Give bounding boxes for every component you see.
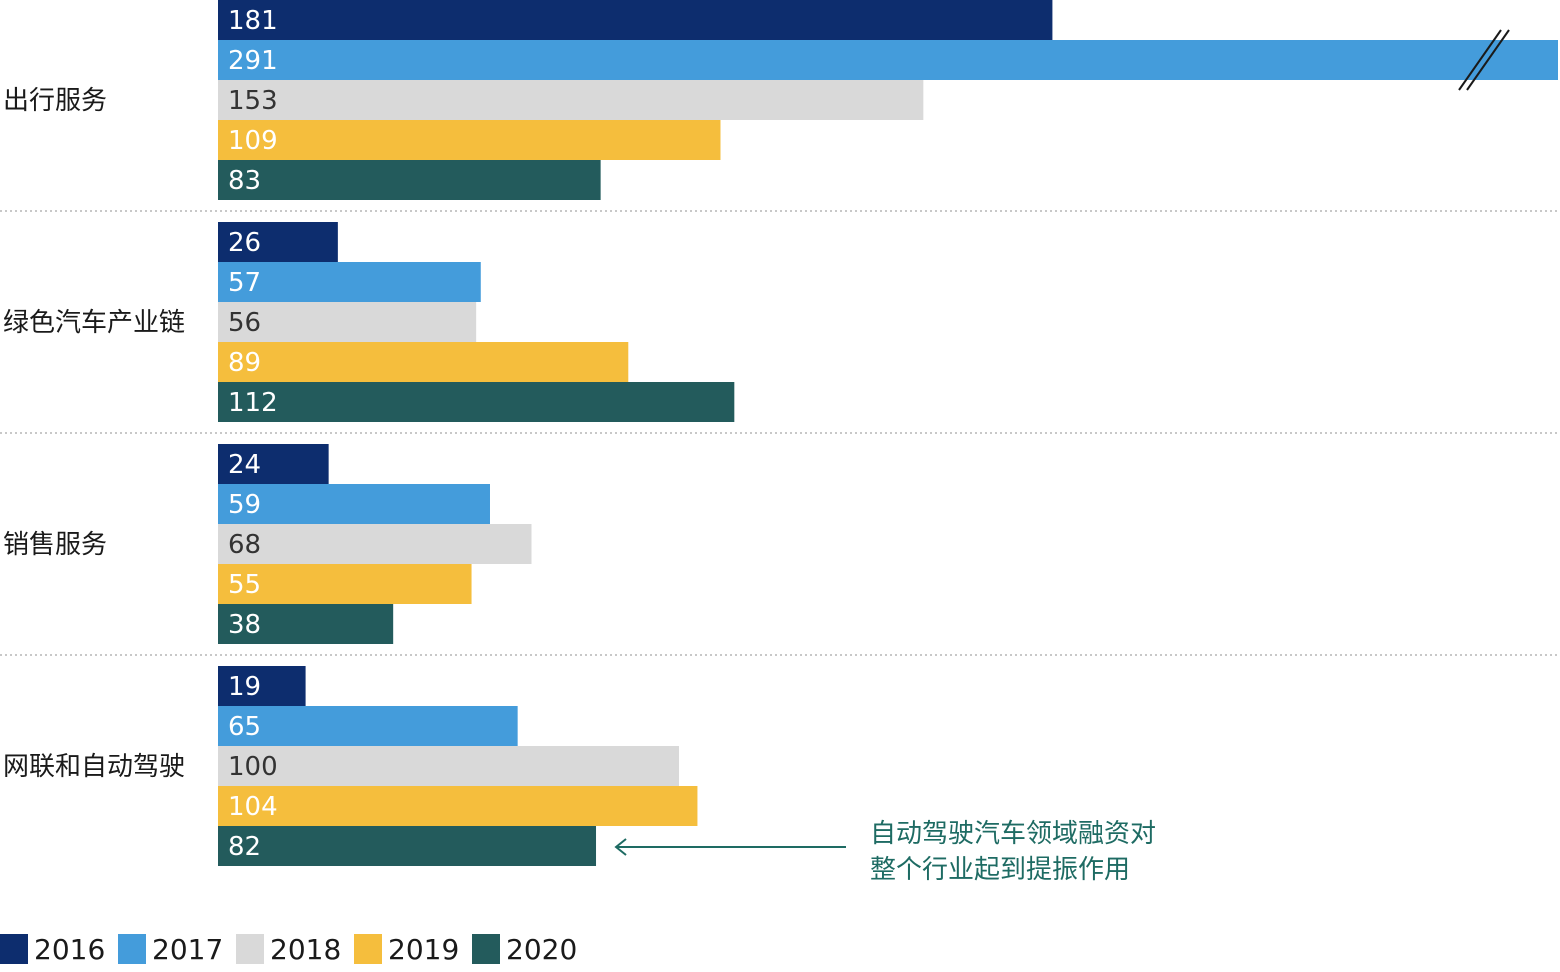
- annotation-text: 自动驾驶汽车领域融资对: [870, 819, 1156, 849]
- value-label: 59: [228, 490, 261, 520]
- axis-break-mark: [1466, 29, 1510, 91]
- bar-2019: [218, 120, 721, 160]
- legend-label: 2019: [388, 933, 459, 966]
- legend-swatch-2018: [236, 934, 264, 964]
- bar-2018: [218, 524, 532, 564]
- legend-label: 2017: [152, 933, 223, 966]
- value-label: 68: [228, 530, 261, 560]
- legend-label: 2016: [34, 933, 105, 966]
- legend-swatch-2019: [354, 934, 382, 964]
- bar-2018: [218, 746, 679, 786]
- value-label: 104: [228, 792, 278, 822]
- category-label: 绿色汽车产业链: [3, 308, 185, 338]
- category-label: 销售服务: [3, 530, 107, 560]
- legend-label: 2018: [270, 933, 341, 966]
- bar-2017: [218, 40, 1558, 80]
- legend-label: 2020: [506, 933, 577, 966]
- value-label: 56: [228, 308, 261, 338]
- bar-2018: [218, 302, 477, 342]
- value-label: 38: [228, 610, 261, 640]
- axis-break-mark: [1458, 29, 1502, 91]
- legend-swatch-2016: [0, 934, 28, 964]
- value-label: 153: [228, 86, 278, 116]
- value-label: 82: [228, 832, 261, 862]
- value-label: 112: [228, 388, 278, 418]
- bar-2017: [218, 706, 518, 746]
- bar-2017: [218, 484, 490, 524]
- value-label: 65: [228, 712, 261, 742]
- bar-2016: [218, 222, 338, 262]
- value-label: 57: [228, 268, 261, 298]
- bar-2017: [218, 262, 481, 302]
- value-label: 55: [228, 570, 261, 600]
- value-label: 291: [228, 46, 278, 76]
- bar-2020: [218, 604, 394, 644]
- legend-swatch-2017: [118, 934, 146, 964]
- bar-2020: [218, 826, 597, 866]
- annotation-arrowhead: [614, 838, 627, 856]
- value-label: 83: [228, 166, 261, 196]
- category-label: 网联和自动驾驶: [3, 752, 185, 782]
- annotation-text: 整个行业起到提振作用: [870, 855, 1130, 885]
- bar-2020: [218, 382, 735, 422]
- bar-2016: [218, 0, 1053, 40]
- value-label: 89: [228, 348, 261, 378]
- value-label: 100: [228, 752, 278, 782]
- value-label: 26: [228, 228, 261, 258]
- bar-2019: [218, 786, 698, 826]
- legend-swatch-2020: [472, 934, 500, 964]
- bar-2018: [218, 80, 924, 120]
- bar-2019: [218, 564, 472, 604]
- value-label: 109: [228, 126, 278, 156]
- bar-2016: [218, 444, 329, 484]
- bar-2020: [218, 160, 601, 200]
- bar-2016: [218, 666, 306, 706]
- value-label: 24: [228, 450, 261, 480]
- value-label: 19: [228, 672, 261, 702]
- bar-2019: [218, 342, 629, 382]
- value-label: 181: [228, 6, 278, 36]
- category-label: 出行服务: [3, 86, 107, 116]
